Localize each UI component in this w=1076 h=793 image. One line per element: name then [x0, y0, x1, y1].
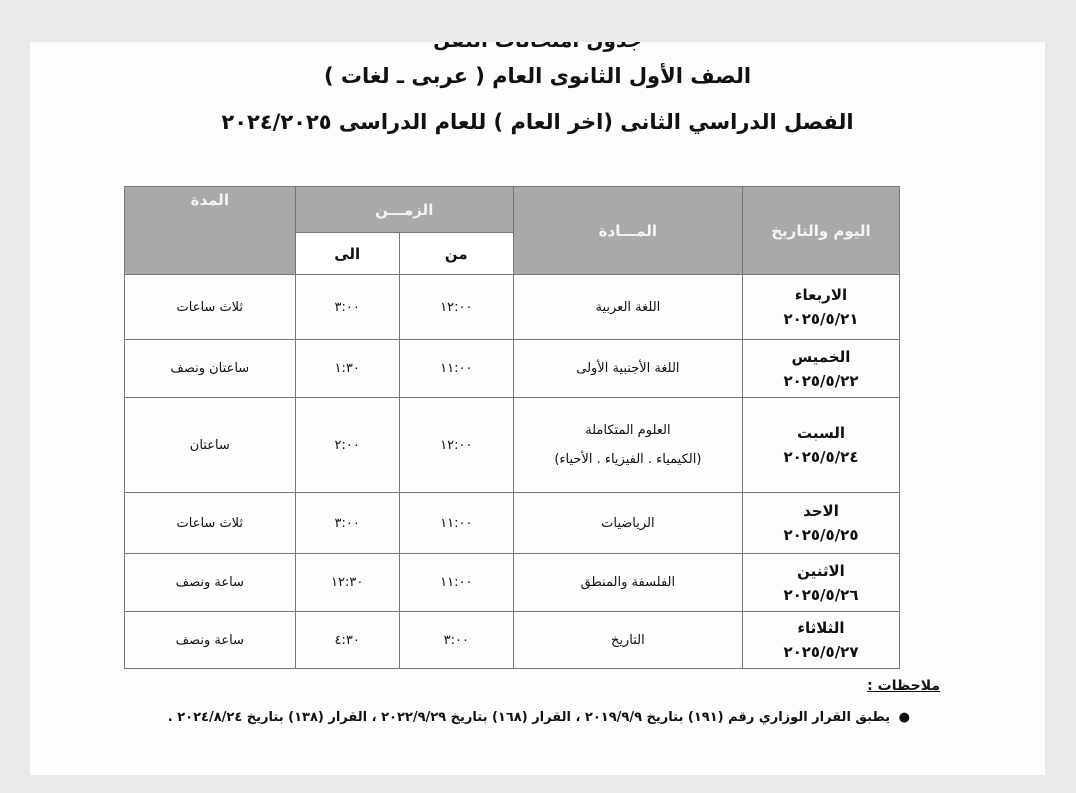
document-page: جدول امتحانات النقل الصف الأول الثانوى ا…	[30, 42, 1045, 775]
note-text: يطبق القرار الوزاري رقم (١٩١) بتاريخ ٢٠١…	[167, 710, 890, 725]
duration-cell: ساعة ونصف	[124, 553, 296, 612]
table-row: الاحد ٢٠٢٥/٥/٢٥ الرياضيات ١١:٠٠ ٣:٠٠ ثلاث ساع…	[124, 492, 901, 554]
day-cell: الاحد ٢٠٢٥/٥/٢٥	[741, 492, 901, 554]
day-date: ٢٠٢٥/٥/٢١	[783, 310, 859, 328]
from-cell: ٣:٠٠	[398, 611, 514, 669]
table-row: الثلاثاء ٢٠٢٥/٥/٢٧ التاريخ ٣:٠٠ ٤:٣٠ ساعة ونص…	[124, 611, 901, 669]
subject-name: اللغة الأجنبية الأولى	[576, 361, 680, 376]
document-top-line: جدول امتحانات النقل	[30, 42, 1045, 52]
from-cell: ١١:٠٠	[398, 492, 514, 554]
duration-cell: ساعتان	[124, 397, 296, 493]
subject-cell: الرياضيات	[512, 492, 743, 554]
notes-title: ملاحظات :	[867, 678, 940, 694]
to-cell: ٣:٠٠	[294, 492, 400, 554]
subject-name: اللغة العربية	[595, 299, 661, 315]
subject-cell: التاريخ	[512, 611, 743, 669]
subject-cell: الفلسفة والمنطق	[512, 553, 743, 612]
to-cell: ٢:٠٠	[294, 397, 400, 493]
to-cell: ١:٣٠	[294, 339, 400, 398]
day-date: ٢٠٢٥/٥/٢٤	[783, 448, 859, 466]
from-cell: ١١:٠٠	[398, 553, 514, 612]
subject-name: الفلسفة والمنطق	[580, 575, 676, 590]
header-duration: المدة	[124, 186, 296, 275]
from-cell: ١١:٠٠	[398, 339, 514, 398]
subject-cell: اللغة العربية	[512, 274, 743, 340]
day-cell: الثلاثاء ٢٠٢٥/٥/٢٧	[741, 611, 901, 669]
duration-cell: ساعتان ونصف	[124, 339, 296, 398]
subject-name: التاريخ	[611, 632, 645, 648]
day-cell: الخميس ٢٠٢٥/٥/٢٢	[741, 339, 901, 398]
duration-cell: ساعة ونصف	[124, 611, 296, 669]
table-row: الخميس ٢٠٢٥/٥/٢٢ اللغة الأجنبية الأولى ١١:٠…	[124, 339, 901, 398]
day-cell: الاربعاء ٢٠٢٥/٥/٢١	[741, 274, 901, 340]
from-cell: ١٢:٠٠	[398, 274, 514, 340]
subject-name: العلوم المتكاملة	[585, 423, 671, 438]
bullet-icon: ●	[898, 710, 910, 725]
subject-name: الرياضيات	[601, 515, 655, 531]
to-cell: ٣:٠٠	[294, 274, 400, 340]
table-row: السبت ٢٠٢٥/٥/٢٤ العلوم المتكاملة (الكيمياء …	[124, 397, 901, 493]
from-cell: ١٢:٠٠	[398, 397, 514, 493]
day-name: الاربعاء	[794, 286, 848, 304]
day-cell: الاثنين ٢٠٢٥/٥/٢٦	[741, 553, 901, 612]
subject-note: (الكيمياء . الفيزياء . الأحياء)	[554, 452, 702, 467]
duration-cell: ثلاث ساعات	[124, 274, 296, 340]
subject-cell: اللغة الأجنبية الأولى	[512, 339, 743, 398]
duration-cell: ثلاث ساعات	[124, 492, 296, 554]
day-name: الاثنين	[797, 561, 845, 580]
term-title: الفصل الدراسي الثانى (اخر العام ) للعام …	[221, 110, 854, 134]
header-from: من	[398, 232, 514, 275]
day-date: ٢٠٢٥/٥/٢٦	[783, 585, 859, 604]
note-item: ● يطبق القرار الوزاري رقم (١٩١) بتاريخ ٢…	[100, 706, 910, 730]
day-name: السبت	[796, 424, 845, 442]
header-to: الى	[294, 232, 400, 275]
day-cell: السبت ٢٠٢٥/٥/٢٤	[741, 397, 901, 493]
day-name: الثلاثاء	[797, 619, 845, 637]
grade-title: الصف الأول الثانوى العام ( عربى ـ لغات )	[323, 64, 752, 88]
to-cell: ١٢:٣٠	[294, 553, 400, 612]
exam-schedule-table: اليوم والتاريخ المـــادة الزمـــن المدة …	[124, 186, 901, 669]
header-day: اليوم والتاريخ	[741, 186, 901, 275]
subject-cell: العلوم المتكاملة (الكيمياء . الفيزياء . ا…	[512, 397, 743, 493]
day-name: الاحد	[803, 502, 839, 520]
table-row: الاربعاء ٢٠٢٥/٥/٢١ اللغة العربية ١٢:٠٠ ٣:٠٠ ث…	[124, 274, 901, 340]
day-date: ٢٠٢٥/٥/٢٢	[783, 371, 859, 390]
day-date: ٢٠٢٥/٥/٢٧	[783, 643, 859, 661]
table-row: الاثنين ٢٠٢٥/٥/٢٦ الفلسفة والمنطق ١١:٠٠ ١٢:٣…	[124, 553, 901, 612]
header-subject: المـــادة	[512, 186, 743, 275]
day-date: ٢٠٢٥/٥/٢٥	[783, 526, 859, 544]
header-time: الزمـــن	[294, 186, 514, 233]
day-name: الخميس	[791, 347, 851, 366]
to-cell: ٤:٣٠	[294, 611, 400, 669]
